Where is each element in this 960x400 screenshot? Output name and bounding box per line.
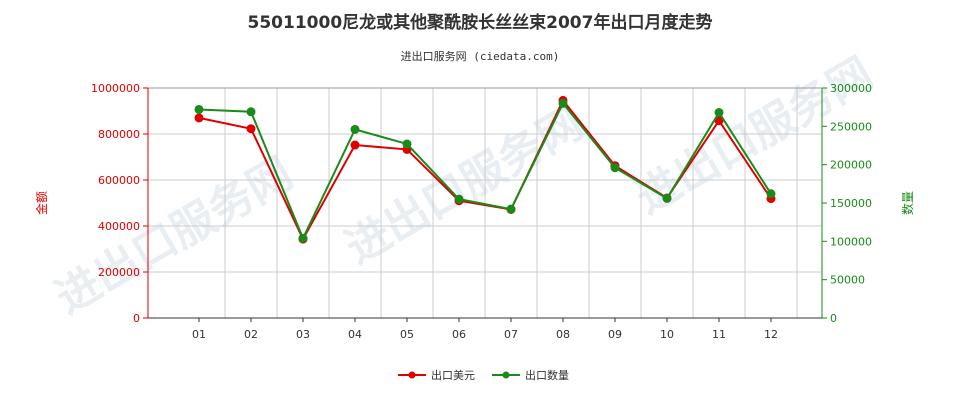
series-2-point xyxy=(662,193,672,203)
y-left-tick-label: 0 xyxy=(133,312,140,325)
x-tick-label: 07 xyxy=(504,328,518,341)
y-left-tick-label: 400000 xyxy=(98,220,140,233)
y-right-tick-label: 0 xyxy=(830,312,837,325)
series-2-point xyxy=(506,204,516,214)
x-tick-label: 05 xyxy=(400,328,414,341)
x-tick-label: 01 xyxy=(192,328,206,341)
series-2-point xyxy=(558,98,568,108)
series-2-point xyxy=(194,104,204,114)
x-tick-label: 04 xyxy=(348,328,362,341)
x-tick-label: 12 xyxy=(764,328,778,341)
x-tick-label: 09 xyxy=(608,328,622,341)
y-left-tick-label: 800000 xyxy=(98,128,140,141)
series-2-point xyxy=(298,233,308,243)
y-right-tick-label: 200000 xyxy=(830,159,872,172)
y-right-tick-label: 150000 xyxy=(830,197,872,210)
series-1-point xyxy=(714,116,724,126)
y-right-axis-title: 数量 xyxy=(900,191,915,215)
x-tick-label: 11 xyxy=(712,328,726,341)
y-left-axis-title: 金额 xyxy=(34,191,49,215)
y-right-tick-label: 300000 xyxy=(830,82,872,95)
legend-marker-1 xyxy=(408,371,416,379)
series-2-point xyxy=(714,108,724,118)
y-left-tick-label: 600000 xyxy=(98,174,140,187)
series-line-2 xyxy=(198,101,772,241)
series-2-point xyxy=(350,124,360,134)
x-tick-label: 10 xyxy=(660,328,674,341)
legend-label-2: 出口数量 xyxy=(525,368,569,382)
x-tick-label: 02 xyxy=(244,328,258,341)
series-2-point xyxy=(454,194,464,204)
x-tick-label: 08 xyxy=(556,328,570,341)
legend-marker-2 xyxy=(502,371,510,379)
series-1-point xyxy=(194,113,204,123)
series-2-point xyxy=(246,107,256,117)
legend-label-1: 出口美元 xyxy=(431,368,475,382)
series-2-point xyxy=(610,163,620,173)
series-2-point xyxy=(766,189,776,199)
y-right-tick-label: 250000 xyxy=(830,120,872,133)
y-right-tick-label: 50000 xyxy=(830,274,865,287)
series-2-point xyxy=(402,139,412,149)
y-left-tick-label: 1000000 xyxy=(91,82,140,95)
x-tick-label: 06 xyxy=(452,328,466,341)
y-right-tick-label: 100000 xyxy=(830,235,872,248)
chart-title: 55011000尼龙或其他聚酰胺长丝丝束2007年出口月度走势 xyxy=(247,13,713,33)
series-1-point xyxy=(350,140,360,150)
x-tick-label: 03 xyxy=(296,328,310,341)
series-1-point xyxy=(246,124,256,134)
chart-subtitle: 进出口服务网 (ciedata.com) xyxy=(400,50,560,63)
y-left-tick-label: 200000 xyxy=(98,266,140,279)
